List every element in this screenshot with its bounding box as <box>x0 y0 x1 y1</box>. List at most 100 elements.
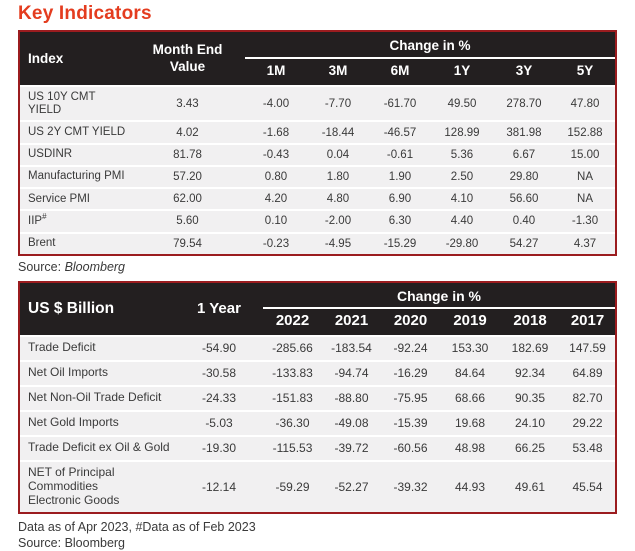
cell-value: -94.74 <box>322 359 381 386</box>
table-row: Net Non-Oil Trade Deficit -24.33 -151.83 -8… <box>20 384 616 411</box>
indicators-table-container: Index Month End Value Change in % 1M 3M … <box>18 30 617 256</box>
cell-value: 4.80 <box>307 187 369 211</box>
cell-value: -36.30 <box>263 409 322 436</box>
cell-value: 6.90 <box>369 187 431 211</box>
table-row: US 2Y CMT YIELD 4.02 -1.68 -18.44 -46.57 128.… <box>20 120 616 144</box>
row-label: NET of Principal Commodities Electronic G… <box>20 459 175 513</box>
cell-value: -183.54 <box>322 334 381 361</box>
period-header-6m: 6M <box>369 58 431 86</box>
cell-value: 47.80 <box>555 84 616 122</box>
table-row: Trade Deficit -54.90 -285.66 -183.54 -92.24 1… <box>20 334 616 361</box>
cell-value: 68.66 <box>440 384 500 411</box>
cell-value: -24.33 <box>175 384 263 411</box>
cell-value: -54.90 <box>175 334 263 361</box>
row-label: Net Gold Imports <box>20 409 175 436</box>
cell-value: 15.00 <box>555 142 616 166</box>
change-in-percent-header: Change in % <box>263 282 616 309</box>
cell-value: -15.29 <box>369 231 431 254</box>
cell-value: 1.90 <box>369 164 431 189</box>
row-label: US 2Y CMT YIELD <box>20 120 130 144</box>
cell-value: 81.78 <box>130 142 245 166</box>
row-label: Net Non-Oil Trade Deficit <box>20 384 175 411</box>
cell-value: 79.54 <box>130 231 245 254</box>
change-in-percent-header: Change in % <box>245 32 616 59</box>
cell-value: 5.60 <box>130 209 245 233</box>
cell-value: -46.57 <box>369 120 431 144</box>
table-row: NET of Principal Commodities Electronic G… <box>20 459 616 513</box>
cell-value: -7.70 <box>307 84 369 122</box>
cell-value: -4.00 <box>245 84 307 122</box>
page-title: Key Indicators <box>18 3 152 24</box>
cell-value: 0.80 <box>245 164 307 189</box>
cell-value: -0.23 <box>245 231 307 254</box>
month-end-value-header: Month End Value <box>130 32 245 86</box>
cell-value: 64.89 <box>560 359 616 386</box>
header-row-group: US $ Billion 1 Year Change in % <box>20 282 616 336</box>
cell-value: -49.08 <box>322 409 381 436</box>
cell-value: -52.27 <box>322 459 381 513</box>
year-header-2021: 2021 <box>322 307 381 336</box>
cell-value: 4.10 <box>431 187 493 211</box>
cell-value: 4.40 <box>431 209 493 233</box>
row-label: Trade Deficit ex Oil & Gold <box>20 434 175 461</box>
row-label: Manufacturing PMI <box>20 164 130 189</box>
cell-value: -5.03 <box>175 409 263 436</box>
cell-value: 278.70 <box>493 84 555 122</box>
source-label: Source: <box>18 535 65 550</box>
year-header-2017: 2017 <box>560 307 616 336</box>
cell-value: 45.54 <box>560 459 616 513</box>
cell-value: -151.83 <box>263 384 322 411</box>
row-label: Service PMI <box>20 187 130 211</box>
table-row: Manufacturing PMI 57.20 0.80 1.80 1.90 2.50 29… <box>20 164 616 189</box>
cell-value: -39.32 <box>381 459 440 513</box>
cell-value: -285.66 <box>263 334 322 361</box>
source-label: Source: <box>18 259 65 274</box>
indicators-table-header: Index Month End Value Change in % 1M 3M … <box>20 32 616 86</box>
cell-value: 84.64 <box>440 359 500 386</box>
cell-value: -60.56 <box>381 434 440 461</box>
cell-value: 54.27 <box>493 231 555 254</box>
cell-value: -0.43 <box>245 142 307 166</box>
usd-billion-header: US $ Billion <box>20 282 175 336</box>
cell-value: 90.35 <box>500 384 560 411</box>
cell-value: 128.99 <box>431 120 493 144</box>
cell-value: -2.00 <box>307 209 369 233</box>
cell-value: 6.67 <box>493 142 555 166</box>
cell-value: -18.44 <box>307 120 369 144</box>
source-note-table2: Source: Bloomberg <box>18 536 617 551</box>
index-column-header: Index <box>20 32 130 86</box>
header-row-group: Index Month End Value Change in % <box>20 32 616 86</box>
cell-value: 57.20 <box>130 164 245 189</box>
cell-value: -29.80 <box>431 231 493 254</box>
cell-value: -19.30 <box>175 434 263 461</box>
cell-value: -16.29 <box>381 359 440 386</box>
cell-value: 48.98 <box>440 434 500 461</box>
row-label: Net Oil Imports <box>20 359 175 386</box>
row-label: US 10Y CMT YIELD <box>20 84 130 122</box>
cell-value: 66.25 <box>500 434 560 461</box>
cell-value: -15.39 <box>381 409 440 436</box>
cell-value: -88.80 <box>322 384 381 411</box>
cell-value: 153.30 <box>440 334 500 361</box>
cell-value: -0.61 <box>369 142 431 166</box>
cell-value: -133.83 <box>263 359 322 386</box>
cell-value: 4.02 <box>130 120 245 144</box>
row-label: USDINR <box>20 142 130 166</box>
cell-value: 24.10 <box>500 409 560 436</box>
cell-value: 49.50 <box>431 84 493 122</box>
cell-value: 53.48 <box>560 434 616 461</box>
source-note-table1: Source: Bloomberg <box>18 260 617 275</box>
table-row: IIP# 5.60 0.10 -2.00 6.30 4.40 0.40 -1.30 <box>20 209 616 233</box>
year-header-2020: 2020 <box>381 307 440 336</box>
cell-value: 44.93 <box>440 459 500 513</box>
table-row: Net Oil Imports -30.58 -133.83 -94.74 -16.29… <box>20 359 616 386</box>
cell-value: 4.37 <box>555 231 616 254</box>
year-header-2019: 2019 <box>440 307 500 336</box>
cell-value: 1.80 <box>307 164 369 189</box>
table-row: USDINR 81.78 -0.43 0.04 -0.61 5.36 6.67 15.00 <box>20 142 616 166</box>
period-header-3m: 3M <box>307 58 369 86</box>
table-row: Trade Deficit ex Oil & Gold -19.30 -115.53… <box>20 434 616 461</box>
header-row-periods: 1M 3M 6M 1Y 3Y 5Y <box>20 58 616 86</box>
cell-value: 2.50 <box>431 164 493 189</box>
cell-value: 56.60 <box>493 187 555 211</box>
